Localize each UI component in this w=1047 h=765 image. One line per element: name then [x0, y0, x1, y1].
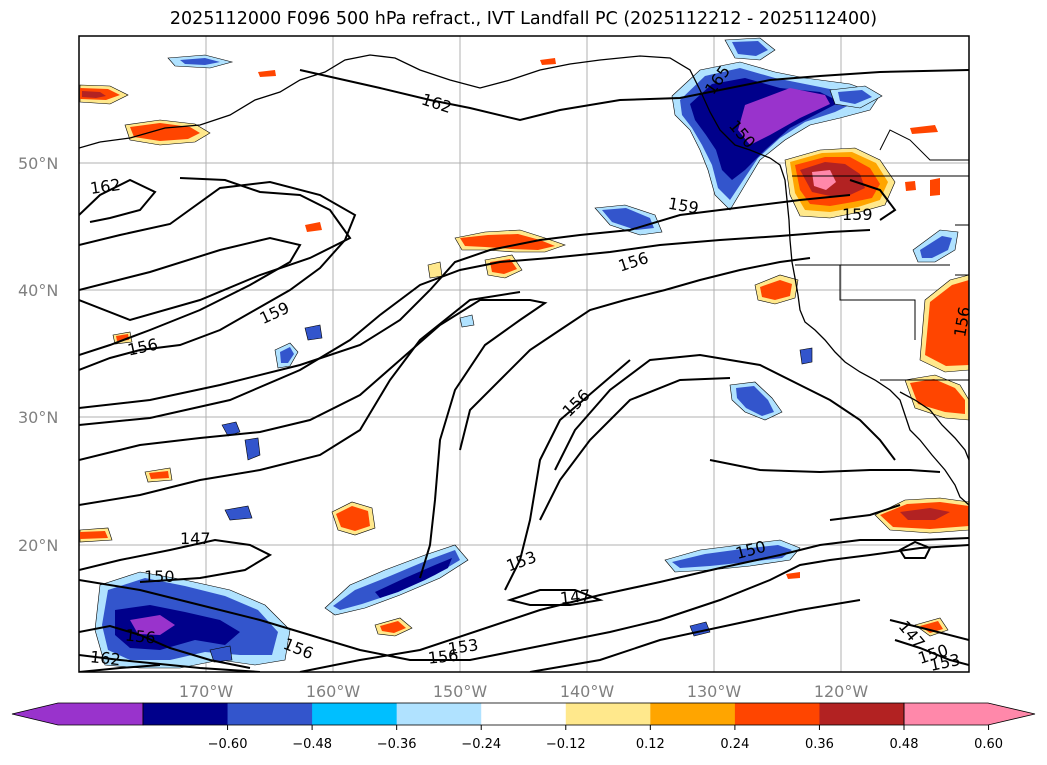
contour-label: 153 — [447, 635, 480, 658]
map-frame — [78, 35, 970, 673]
colorbar-tick-label: −0.48 — [292, 737, 332, 752]
lon-label: 170°W — [179, 682, 234, 701]
colorbar-tick-label: 0.60 — [974, 737, 1003, 752]
latitude-labels: 50°N 40°N 30°N 20°N — [18, 154, 58, 555]
contour-label: 153 — [928, 650, 962, 675]
lat-label: 30°N — [18, 408, 58, 427]
colorbar-tick-label: 0.36 — [805, 737, 834, 752]
map-background — [79, 36, 969, 672]
colorbar-segment — [396, 703, 482, 725]
contour-label: 147 — [559, 586, 591, 608]
colorbar-tick-label: −0.60 — [208, 737, 248, 752]
contour-label: 162 — [89, 647, 121, 669]
colorbar-segment — [819, 703, 905, 725]
contour-label: 162 — [89, 175, 122, 198]
contour-label: 150 — [144, 567, 175, 586]
contour-label: 156 — [124, 625, 156, 647]
lon-label: 140°W — [560, 682, 615, 701]
colorbar-tick-label: 0.24 — [720, 737, 749, 752]
lon-label: 130°W — [687, 682, 742, 701]
lat-label: 40°N — [18, 281, 58, 300]
contour-lines — [79, 69, 969, 672]
contour-label: 156 — [950, 305, 974, 338]
colorbar-segment — [734, 703, 820, 725]
colorbar-over-arrow — [903, 702, 1036, 726]
positive-pc-patches — [79, 58, 969, 637]
lon-label: 150°W — [433, 682, 488, 701]
colorbar-tick-label: 0.12 — [636, 737, 665, 752]
contour-label: 159 — [842, 205, 873, 224]
borders — [792, 129, 969, 400]
longitude-labels: 170°W 160°W 150°W 140°W 130°W 120°W — [179, 682, 869, 701]
colorbar-segment — [650, 703, 736, 725]
contour-label: 147 — [180, 529, 211, 548]
colorbar-tick-label: −0.12 — [546, 737, 586, 752]
colorbar-segment — [312, 703, 398, 725]
colorbar-tick-label: 0.48 — [890, 737, 919, 752]
colorbar-segment — [227, 703, 313, 725]
colorbar-segment — [565, 703, 651, 725]
contour-label: 156 — [427, 646, 459, 668]
lon-label: 120°W — [814, 682, 869, 701]
colorbar-segment — [481, 703, 567, 725]
colorbar-segment — [143, 703, 229, 725]
colorbar-ticks: −0.60 −0.48 −0.36 −0.24 −0.12 0.12 0.24 0.36 0.4… — [208, 725, 1003, 752]
negative-pc-patches — [94, 37, 959, 669]
colorbar-tick-label: −0.24 — [461, 737, 501, 752]
colorbar: −0.60 −0.48 −0.36 −0.24 −0.12 0.12 0.24 0.36 0.4… — [11, 702, 1036, 752]
colorbar-tick-label: −0.36 — [377, 737, 417, 752]
map-title: 2025112000 F096 500 hPa refract., IVT La… — [169, 9, 878, 29]
lon-label: 160°W — [306, 682, 361, 701]
lat-label: 50°N — [18, 154, 58, 173]
coastlines — [79, 54, 969, 506]
colorbar-segments — [143, 703, 905, 725]
colorbar-under-arrow — [11, 702, 144, 726]
lat-label: 20°N — [18, 536, 58, 555]
